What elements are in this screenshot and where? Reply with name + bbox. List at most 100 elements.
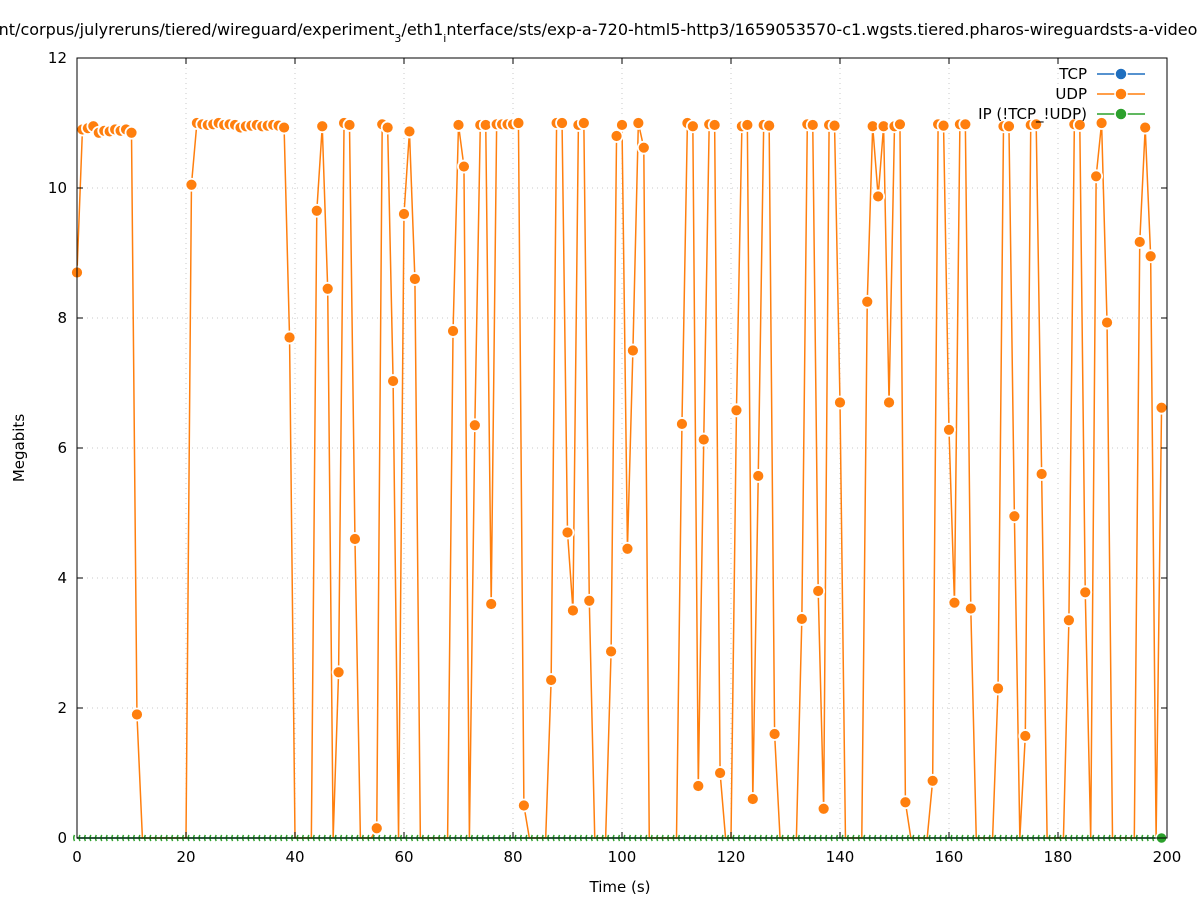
udp-point xyxy=(1154,400,1169,415)
udp-point xyxy=(1034,467,1049,481)
x-tick-label: 0 xyxy=(72,848,82,866)
title-segment: /eth1 xyxy=(401,20,443,39)
udp-point xyxy=(882,395,896,410)
udp-point xyxy=(963,601,978,616)
udp-point xyxy=(767,727,782,741)
udp-point xyxy=(397,207,411,221)
udp-point xyxy=(816,801,831,816)
y-tick-label: 12 xyxy=(48,49,67,67)
title-segment: nterface/sts/exp-a-720-html5-http3/16590… xyxy=(446,20,1197,39)
udp-point xyxy=(991,681,1005,696)
udp-point xyxy=(609,129,624,143)
y-tick-label: 10 xyxy=(48,179,67,197)
udp-point xyxy=(446,324,460,338)
udp-point xyxy=(958,117,973,132)
udp-point xyxy=(402,124,417,139)
series-layer xyxy=(70,116,1169,845)
udp-point xyxy=(794,612,809,626)
legend-label: UDP xyxy=(1055,85,1087,103)
udp-point xyxy=(631,116,646,130)
udp-point xyxy=(1018,729,1033,743)
legend-label: TCP xyxy=(1058,65,1087,83)
title-subscript: 3 xyxy=(394,32,401,45)
udp-point xyxy=(282,330,297,345)
grid xyxy=(77,58,1167,838)
x-axis-label: Time (s) xyxy=(589,878,651,896)
udp-point xyxy=(1062,613,1076,628)
udp-point xyxy=(369,821,384,836)
udp-point xyxy=(576,116,591,130)
udp-point xyxy=(805,118,820,132)
udp-point xyxy=(582,593,597,608)
legend-marker xyxy=(1114,87,1128,101)
udp-point xyxy=(309,203,324,218)
x-tick-label: 180 xyxy=(1044,848,1073,866)
udp-point xyxy=(729,403,744,418)
udp-point xyxy=(560,525,575,540)
udp-point xyxy=(130,707,144,722)
x-tick-label: 60 xyxy=(394,848,413,866)
udp-point xyxy=(511,116,526,130)
udp-point xyxy=(484,597,499,611)
udp-point xyxy=(626,343,640,358)
udp-point xyxy=(331,665,346,680)
udp-point xyxy=(342,118,357,132)
udp-point xyxy=(925,773,940,788)
x-tick-label: 100 xyxy=(608,848,637,866)
y-tick-label: 8 xyxy=(57,309,67,327)
legend-label: IP (!TCP_!UDP) xyxy=(978,105,1087,124)
udp-point xyxy=(1132,235,1147,249)
udp-point xyxy=(1138,120,1153,135)
udp-point xyxy=(833,395,847,410)
y-tick-label: 2 xyxy=(57,699,67,717)
legend-marker xyxy=(1114,107,1128,121)
udp-point xyxy=(685,119,700,134)
udp-point xyxy=(320,281,335,296)
ip-point xyxy=(73,834,76,842)
udp-point xyxy=(827,118,842,133)
chart-title: nt/corpus/julyreruns/tiered/wireguard/ex… xyxy=(0,20,1197,45)
x-tick-label: 140 xyxy=(826,848,855,866)
udp-point xyxy=(1094,116,1109,130)
udp-point xyxy=(636,140,651,155)
udp-point xyxy=(457,159,471,174)
udp-point xyxy=(871,189,886,204)
udp-point xyxy=(707,118,722,132)
udp-point xyxy=(620,541,635,556)
udp-point xyxy=(348,532,362,546)
y-tick-label: 4 xyxy=(57,569,67,587)
udp-point xyxy=(451,118,466,132)
x-tick-label: 40 xyxy=(285,848,304,866)
x-tick-label: 160 xyxy=(935,848,964,866)
udp-point xyxy=(1089,169,1104,184)
udp-point xyxy=(517,798,531,813)
udp-point xyxy=(936,118,951,133)
legend: TCP UDP IP (!TCP_!UDP) xyxy=(978,65,1145,124)
udp-point xyxy=(762,118,777,133)
udp-point xyxy=(691,779,706,793)
udp-point xyxy=(467,418,482,433)
x-tick-label: 20 xyxy=(176,848,195,866)
udp-point xyxy=(407,272,422,286)
udp-point xyxy=(898,795,913,810)
udp-point xyxy=(604,644,618,659)
udp-point xyxy=(380,120,395,135)
udp-point xyxy=(277,120,292,135)
udp-point xyxy=(1072,118,1087,132)
y-tick-label: 6 xyxy=(57,439,67,457)
udp-point xyxy=(893,117,907,132)
udp-point xyxy=(566,603,580,618)
udp-point xyxy=(124,125,139,140)
udp-point xyxy=(740,118,755,132)
udp-point xyxy=(860,294,875,309)
udp-point xyxy=(315,119,330,134)
udp-point xyxy=(1100,315,1114,330)
legend-marker xyxy=(1114,67,1128,81)
title-subscript: i xyxy=(443,32,446,45)
udp-point xyxy=(555,116,569,130)
udp-point xyxy=(1007,509,1022,524)
x-tick-label: 120 xyxy=(717,848,746,866)
udp-point xyxy=(1029,117,1044,132)
udp-point xyxy=(751,469,766,483)
